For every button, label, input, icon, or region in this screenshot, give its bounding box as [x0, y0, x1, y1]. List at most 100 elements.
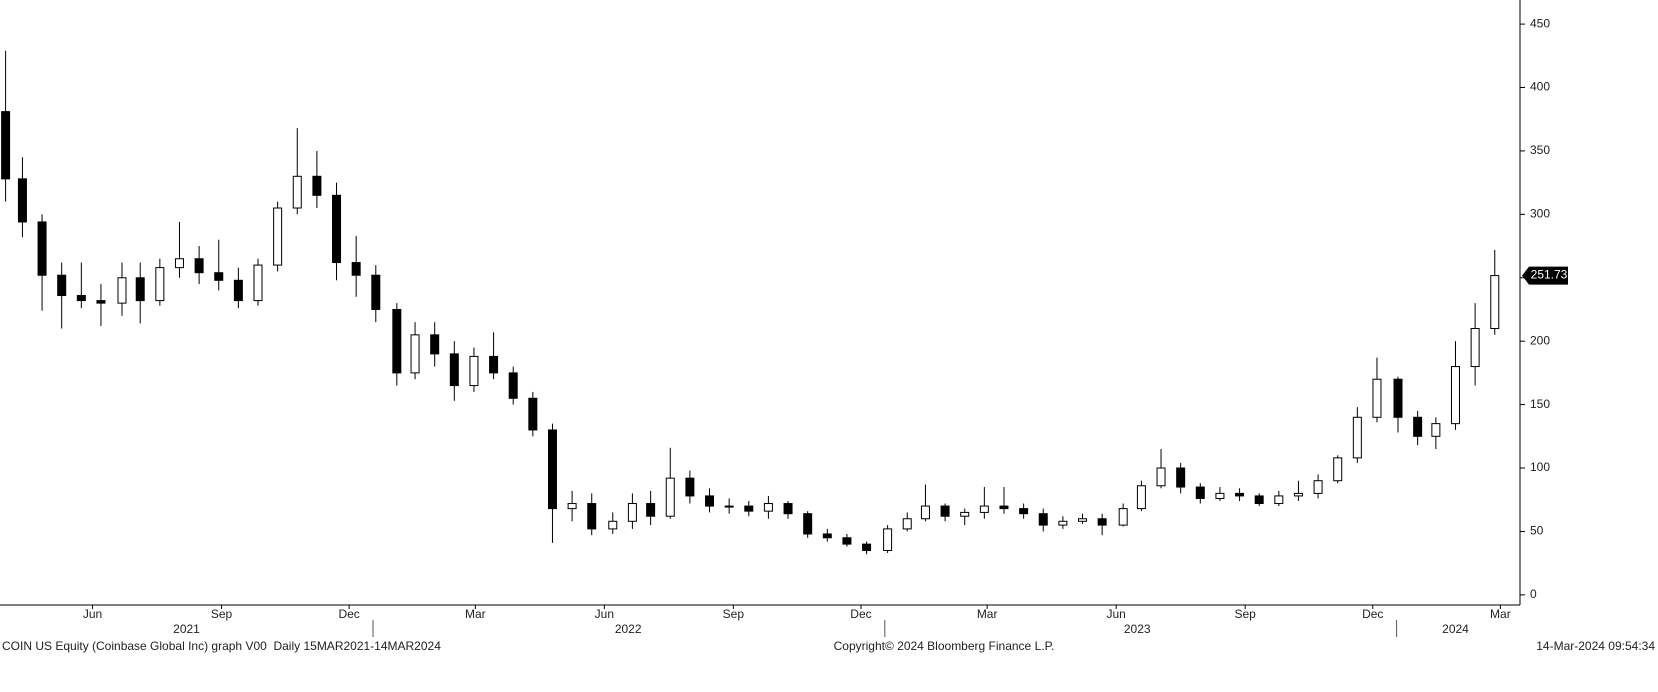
x-tick-label: Sep — [723, 607, 745, 621]
candle-body — [1235, 492, 1245, 497]
candle-body — [351, 262, 361, 276]
candle-body — [1019, 508, 1029, 515]
candle-body — [57, 274, 67, 297]
candle-body — [724, 505, 734, 508]
candle-body — [392, 308, 402, 374]
candle-body — [842, 537, 852, 545]
candle-body — [999, 505, 1009, 510]
candle-body — [883, 528, 893, 551]
candle-body — [1393, 378, 1403, 418]
x-tick-label: Mar — [1490, 607, 1511, 621]
candle-body — [685, 477, 695, 497]
candle-body — [410, 334, 420, 374]
candle-body — [312, 175, 322, 196]
candle-body — [117, 277, 127, 304]
y-tick-label: 350 — [1530, 143, 1550, 157]
candle-body — [528, 397, 538, 431]
candle-body — [155, 267, 165, 302]
candle-body — [1058, 520, 1068, 526]
x-tick-label: Sep — [211, 607, 233, 621]
candle-body — [979, 505, 989, 513]
candle-body — [233, 279, 243, 302]
candle-body — [608, 520, 618, 530]
candle-body — [567, 503, 577, 510]
candle-body — [1352, 416, 1362, 459]
candle-body — [646, 503, 656, 517]
candle-body — [763, 503, 773, 512]
candle-body — [273, 207, 283, 266]
candle-body — [135, 277, 145, 302]
y-tick-label: 450 — [1530, 16, 1550, 30]
y-tick-label: 50 — [1530, 524, 1544, 538]
candle-body — [1118, 508, 1128, 526]
candle-body — [1078, 518, 1088, 522]
candle-body — [1490, 275, 1500, 330]
candle-body — [960, 511, 970, 517]
year-label: 2022 — [615, 622, 642, 636]
candle-body — [902, 518, 912, 530]
candle-body — [214, 272, 224, 281]
candle-body — [292, 175, 302, 209]
year-label: 2024 — [1442, 622, 1469, 636]
candle-body — [1136, 485, 1146, 510]
candle-body — [1097, 518, 1107, 526]
candle-body — [469, 355, 479, 387]
candle-body — [1413, 416, 1423, 437]
candle-body — [17, 178, 27, 223]
candle-body — [744, 505, 754, 512]
y-tick-label: 150 — [1530, 397, 1550, 411]
y-tick-label: 400 — [1530, 80, 1550, 94]
candle-body — [705, 495, 715, 507]
candle-body — [1156, 467, 1166, 487]
footer-left: COIN US Equity (Coinbase Global Inc) gra… — [2, 639, 441, 653]
x-tick-label: Dec — [850, 607, 871, 621]
candle-body — [1293, 492, 1303, 497]
x-tick-label: Dec — [1362, 607, 1383, 621]
x-tick-label: Mar — [465, 607, 486, 621]
candle-body — [489, 355, 499, 374]
y-tick-label: 100 — [1530, 460, 1550, 474]
candle-body — [1215, 492, 1225, 499]
year-label: 2023 — [1124, 622, 1151, 636]
candle-body — [803, 513, 813, 535]
candle-body — [449, 353, 459, 387]
x-tick-label: Jun — [83, 607, 102, 621]
candle-body — [920, 505, 930, 520]
candle-body — [37, 221, 47, 276]
candle-body — [547, 429, 557, 510]
candle-body — [1450, 366, 1460, 425]
x-tick-label: Dec — [338, 607, 359, 621]
y-tick-label: 300 — [1530, 207, 1550, 221]
candle-body — [430, 334, 440, 355]
candle-body — [253, 264, 263, 302]
candle-body — [1, 111, 11, 180]
candle-body — [783, 503, 793, 515]
candle-body — [627, 503, 637, 522]
x-tick-label: Jun — [595, 607, 614, 621]
last-price-label: 251.73 — [1531, 268, 1568, 282]
last-price-tag — [1522, 266, 1568, 285]
candle-body — [862, 543, 872, 551]
candle-body — [332, 194, 342, 264]
candle-body — [1195, 486, 1205, 499]
candle-body — [940, 505, 950, 517]
year-label: 2021 — [173, 622, 200, 636]
candle-body — [1470, 328, 1480, 368]
candle-body — [1333, 457, 1343, 482]
candle-body — [1176, 467, 1186, 488]
candle-body — [174, 258, 184, 269]
candle-body — [822, 533, 832, 539]
x-tick-label: Jun — [1106, 607, 1125, 621]
candle-body — [371, 274, 381, 310]
candle-body — [76, 295, 86, 302]
footer-center: Copyright© 2024 Bloomberg Finance L.P. — [834, 639, 1055, 653]
candle-body — [665, 477, 675, 517]
candle-body — [1372, 378, 1382, 418]
candle-body — [1274, 495, 1284, 505]
y-tick-label: 0 — [1530, 587, 1537, 601]
candle-body — [508, 372, 518, 399]
candle-body — [96, 300, 106, 304]
candle-body — [194, 258, 204, 274]
y-tick-label: 200 — [1530, 333, 1550, 347]
